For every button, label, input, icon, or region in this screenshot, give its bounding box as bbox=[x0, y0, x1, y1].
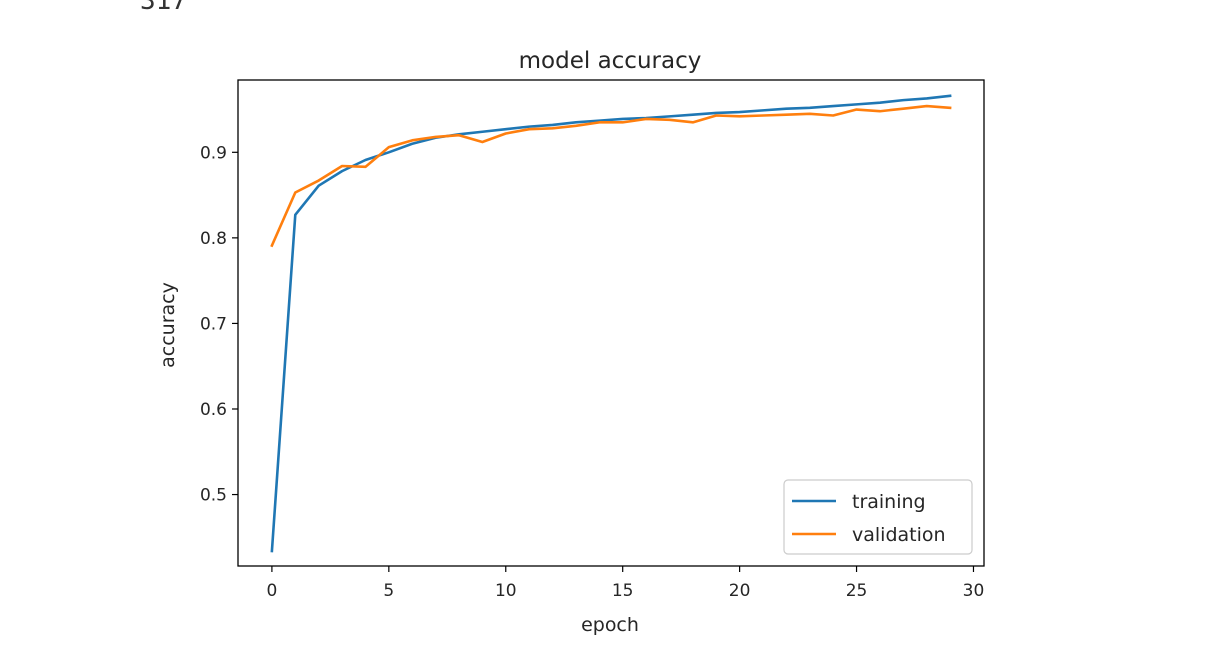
plot-lines bbox=[270, 94, 952, 553]
chart-title: model accuracy bbox=[519, 48, 702, 74]
legend-box bbox=[783, 479, 973, 555]
x-tick-label: 10 bbox=[495, 581, 517, 601]
x-tick-label: 20 bbox=[729, 581, 751, 601]
x-tick-label: 25 bbox=[846, 581, 868, 601]
y-tick-label: 0.9 bbox=[200, 143, 227, 163]
legend-label-validation: validation bbox=[852, 524, 946, 546]
x-tick-label: 15 bbox=[612, 581, 634, 601]
y-tick-label: 0.6 bbox=[200, 400, 227, 420]
y-tick-label: 0.7 bbox=[200, 314, 227, 334]
axes: 0 5 10 15 20 25 30 0.5 0.6 0.7 0.8 0.9 bbox=[200, 79, 985, 601]
legend-label-training: training bbox=[852, 491, 926, 513]
x-axis-label: epoch bbox=[581, 614, 639, 636]
cropped-cell-label: 317 bbox=[140, 0, 187, 16]
x-tick-label: 30 bbox=[963, 581, 985, 601]
x-tick-label: 5 bbox=[383, 581, 394, 601]
series-line-training bbox=[270, 94, 952, 553]
y-tick-label: 0.5 bbox=[200, 486, 227, 506]
legend: training validation bbox=[783, 479, 973, 555]
y-axis-label: accuracy bbox=[157, 282, 179, 368]
series-line-validation bbox=[270, 104, 952, 248]
y-tick-label: 0.8 bbox=[200, 229, 227, 249]
x-tick-label: 0 bbox=[266, 581, 277, 601]
